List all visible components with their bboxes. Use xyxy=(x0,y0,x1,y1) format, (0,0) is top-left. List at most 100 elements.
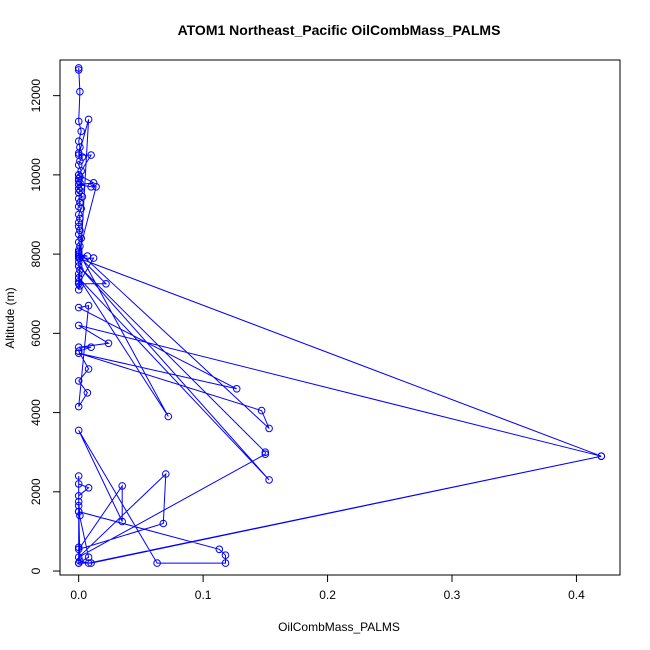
data-point xyxy=(74,347,83,356)
data-point xyxy=(74,185,83,193)
data-point xyxy=(74,559,83,567)
data-point xyxy=(74,254,83,262)
data-point xyxy=(261,450,270,459)
data-point xyxy=(76,143,84,151)
data-point xyxy=(76,157,84,165)
data-point xyxy=(74,248,83,256)
data-point xyxy=(74,553,83,562)
data-point xyxy=(74,270,83,278)
data-point xyxy=(74,246,83,254)
plot-frame xyxy=(59,59,621,576)
data-point xyxy=(78,153,87,161)
data-point xyxy=(74,303,83,312)
data-point xyxy=(153,559,161,567)
data-point xyxy=(162,470,170,478)
data-point xyxy=(87,343,95,352)
x-tick-label: 0.4 xyxy=(568,588,585,602)
data-point xyxy=(102,280,110,288)
y-tick-label: 4000 xyxy=(29,399,43,426)
data-point xyxy=(77,234,85,243)
data-point xyxy=(265,424,273,433)
data-point xyxy=(84,115,93,124)
data-point xyxy=(221,551,230,560)
data-point xyxy=(74,274,83,282)
data-point xyxy=(265,476,273,484)
data-point xyxy=(74,222,83,231)
series-line xyxy=(76,67,602,564)
data-point xyxy=(74,545,83,554)
data-point xyxy=(74,426,83,435)
data-point xyxy=(221,559,230,567)
data-point xyxy=(74,543,83,552)
data-point xyxy=(92,183,100,191)
data-point xyxy=(74,321,83,330)
data-point xyxy=(76,226,84,235)
data-point xyxy=(74,480,83,488)
data-point xyxy=(74,151,83,159)
data-point xyxy=(74,252,83,260)
data-point xyxy=(118,517,126,526)
plot-area xyxy=(74,64,606,567)
y-tick-label: 6000 xyxy=(29,320,43,347)
data-point xyxy=(74,181,83,189)
data-point xyxy=(74,402,83,411)
data-point xyxy=(74,280,83,288)
data-point xyxy=(77,127,85,136)
data-point xyxy=(74,278,83,286)
data-point xyxy=(84,559,93,567)
y-tick-label: 12000 xyxy=(29,79,43,113)
data-point xyxy=(76,242,84,250)
data-point xyxy=(597,452,606,461)
x-axis-label: OilCombMass_PALMS xyxy=(278,620,400,634)
data-point xyxy=(76,214,84,223)
data-point xyxy=(84,484,93,492)
x-tick-label: 0.1 xyxy=(195,588,212,602)
data-point xyxy=(76,266,84,274)
data-point xyxy=(74,501,83,510)
data-point xyxy=(74,349,83,358)
data-point xyxy=(74,171,83,179)
data-point xyxy=(87,559,95,567)
data-point xyxy=(74,492,83,500)
data-point xyxy=(74,210,83,219)
data-point xyxy=(74,117,83,126)
data-point xyxy=(74,343,83,352)
data-point xyxy=(74,202,83,211)
data-point xyxy=(74,497,83,506)
data-point xyxy=(76,511,84,520)
data-point xyxy=(74,230,83,239)
data-point xyxy=(232,385,241,393)
y-axis: 0 2000 4000 6000 8000 10000 12000 xyxy=(29,79,60,574)
y-tick-label: 8000 xyxy=(29,240,43,267)
data-point xyxy=(74,218,83,227)
data-point xyxy=(164,412,173,421)
y-tick-label: 10000 xyxy=(29,158,43,192)
data-point xyxy=(83,389,92,397)
data-point xyxy=(76,87,84,96)
data-point xyxy=(257,406,266,415)
data-point xyxy=(74,66,83,74)
data-point xyxy=(84,365,93,373)
x-tick-label: 0.3 xyxy=(444,588,461,602)
x-axis: 0.0 0.1 0.2 0.3 0.4 xyxy=(70,575,585,602)
data-point xyxy=(261,448,270,457)
data-point xyxy=(215,545,224,554)
y-tick-label: 2000 xyxy=(29,478,43,505)
data-point xyxy=(159,519,168,528)
data-point xyxy=(76,282,84,290)
data-point xyxy=(87,151,95,159)
data-point xyxy=(74,262,83,270)
data-point xyxy=(74,64,83,72)
data-point xyxy=(104,339,113,348)
data-point xyxy=(84,301,93,310)
data-point xyxy=(87,183,95,191)
y-axis-label: Altitude (m) xyxy=(3,287,17,348)
data-point xyxy=(74,238,83,246)
data-point xyxy=(118,482,126,490)
data-point xyxy=(74,258,83,266)
data-point xyxy=(74,194,83,203)
data-point xyxy=(89,254,98,262)
data-point xyxy=(74,250,83,258)
data-point xyxy=(74,175,83,183)
